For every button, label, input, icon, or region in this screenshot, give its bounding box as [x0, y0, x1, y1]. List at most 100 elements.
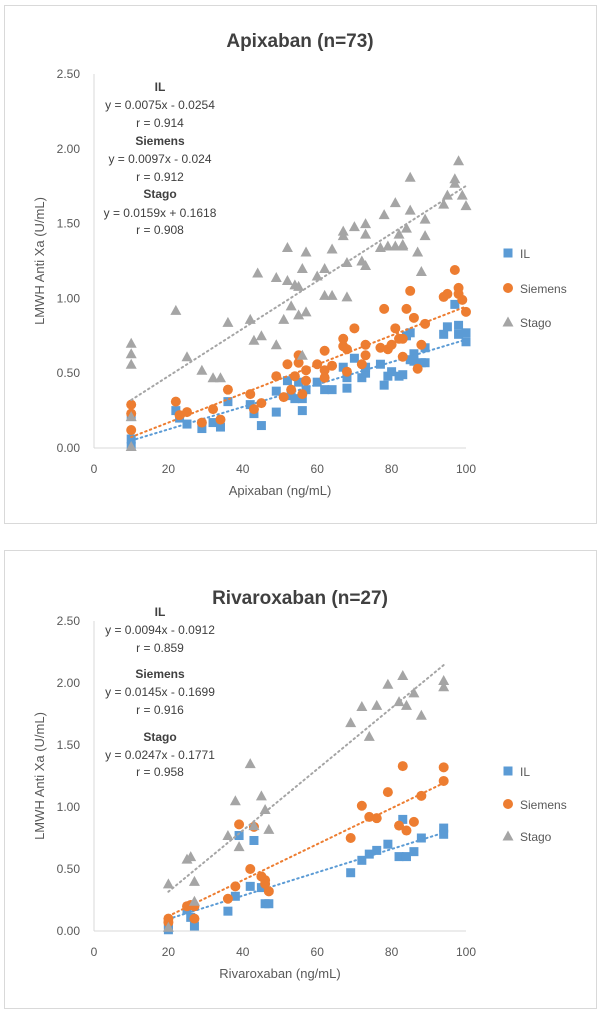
data-point: [196, 417, 207, 428]
data-point: [162, 878, 174, 889]
data-point: [382, 240, 394, 251]
data-point: [383, 839, 393, 849]
data-point: [456, 189, 468, 200]
data-point: [450, 299, 460, 309]
data-point: [349, 353, 359, 363]
data-point: [416, 339, 427, 350]
data-point: [264, 899, 274, 909]
series-siemens: [126, 264, 471, 436]
data-point: [171, 406, 181, 416]
data-point: [420, 318, 431, 329]
data-point: [245, 389, 256, 400]
data-point: [439, 829, 449, 839]
data-point: [441, 189, 453, 200]
data-point: [360, 350, 371, 361]
data-point: [233, 841, 245, 852]
y-tick-label: 0.00: [57, 924, 81, 938]
data-point: [300, 306, 312, 317]
data-point: [319, 365, 330, 376]
data-point: [327, 360, 338, 371]
data-point: [341, 366, 352, 377]
data-point: [234, 831, 244, 841]
y-tick-label: 0.50: [57, 366, 81, 380]
data-point: [371, 813, 382, 824]
data-point: [356, 701, 368, 712]
data-point: [294, 377, 304, 387]
data-point: [461, 328, 471, 338]
data-point: [360, 228, 372, 239]
x-tick-label: 100: [456, 462, 476, 476]
data-point: [442, 288, 453, 299]
data-point: [285, 300, 297, 311]
data-point: [259, 803, 271, 814]
data-point: [454, 320, 464, 330]
data-point: [342, 383, 352, 393]
data-point: [319, 345, 330, 356]
annotation-il-name: IL: [155, 605, 166, 619]
data-point: [208, 418, 218, 428]
data-point: [357, 855, 367, 865]
series-stago: [125, 155, 472, 452]
data-point: [415, 709, 427, 720]
data-point: [449, 264, 460, 275]
annotation-il-r: r = 0.914: [136, 116, 184, 130]
data-point: [348, 221, 360, 232]
y-tick-label: 2.50: [57, 614, 81, 628]
data-point: [270, 271, 282, 282]
data-point: [278, 313, 290, 324]
data-point: [356, 359, 367, 370]
data-point: [282, 359, 293, 370]
data-point: [409, 349, 419, 359]
trendline-siemens: [167, 782, 445, 918]
annotation-siemens-equation: y = 0.0145x - 0.1699: [105, 685, 215, 699]
data-point: [404, 204, 416, 215]
data-point: [189, 913, 200, 924]
data-point: [401, 825, 412, 836]
data-point: [207, 372, 219, 383]
apixaban-chart: Apixaban (n=73) Apixaban (ng/mL) LMWH An…: [4, 5, 597, 524]
data-point: [379, 303, 390, 314]
data-point: [248, 404, 259, 415]
data-point: [222, 316, 234, 327]
data-point: [382, 678, 394, 689]
chart-title: Apixaban (n=73): [226, 31, 373, 52]
x-tick-label: 20: [162, 945, 176, 959]
data-point: [394, 852, 404, 862]
data-point: [438, 198, 450, 209]
legend-il-label: IL: [520, 247, 530, 261]
data-point: [416, 790, 427, 801]
data-point: [248, 334, 260, 345]
data-point: [401, 303, 412, 314]
data-point: [162, 921, 174, 932]
x-tick-label: 80: [385, 462, 399, 476]
data-point: [439, 823, 449, 833]
data-point: [125, 411, 137, 422]
data-point: [327, 385, 337, 395]
data-point: [270, 339, 282, 350]
data-point: [397, 240, 409, 251]
data-point: [248, 820, 260, 831]
data-point: [438, 775, 449, 786]
data-point: [408, 816, 419, 827]
data-point: [375, 359, 385, 369]
x-axis-label: Rivaroxaban (ng/mL): [219, 966, 340, 981]
data-point: [188, 895, 200, 906]
data-point: [337, 230, 349, 241]
data-point: [286, 384, 297, 395]
data-point: [409, 356, 419, 366]
data-point: [386, 339, 397, 350]
x-tick-label: 0: [91, 945, 98, 959]
data-point: [297, 406, 307, 416]
data-point: [438, 681, 450, 692]
data-point: [412, 246, 424, 257]
data-point: [397, 670, 409, 681]
data-point: [326, 289, 338, 300]
data-point: [460, 200, 472, 211]
x-tick-label: 80: [385, 945, 399, 959]
chart-title: Rivaroxaban (n=27): [212, 588, 388, 609]
data-point: [409, 847, 419, 857]
data-point: [361, 368, 371, 378]
annotation-siemens-r: r = 0.916: [136, 703, 184, 717]
annotation-stago-r: r = 0.958: [136, 765, 184, 779]
